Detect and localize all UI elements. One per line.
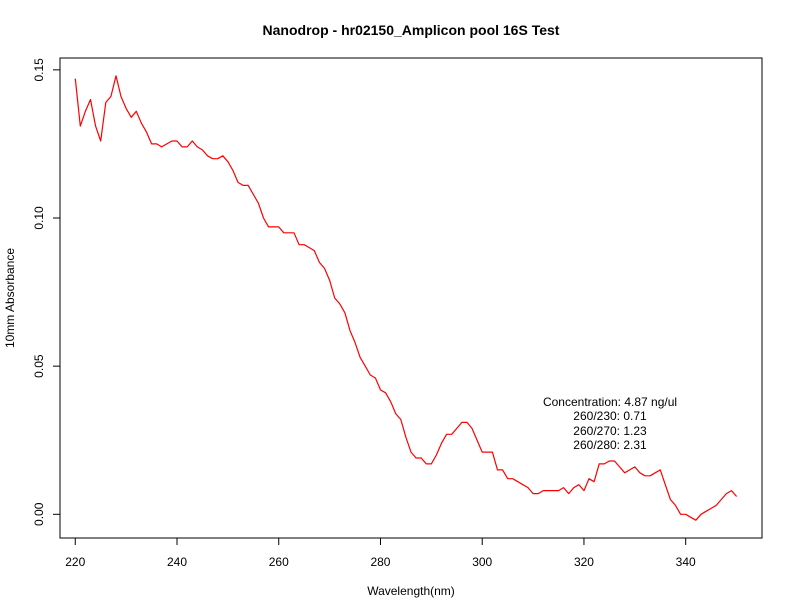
x-tick-label: 260 <box>269 555 289 569</box>
ratio-260-270-text: 260/270: 1.23 <box>573 424 647 438</box>
ratio-260-280-text: 260/280: 2.31 <box>573 438 647 452</box>
x-tick-label: 300 <box>472 555 492 569</box>
y-tick-label: 0.15 <box>32 58 46 82</box>
stats-annotation: Concentration: 4.87 ng/ul 260/230: 0.71 … <box>543 395 677 452</box>
x-axis: 220 240 260 280 300 320 340 <box>65 537 696 569</box>
x-tick-label: 280 <box>370 555 390 569</box>
x-tick-label: 340 <box>676 555 696 569</box>
x-tick-label: 320 <box>574 555 594 569</box>
y-axis: 0.00 0.05 0.10 0.15 <box>32 58 61 526</box>
concentration-text: Concentration: 4.87 ng/ul <box>543 395 677 409</box>
y-tick-label: 0.10 <box>32 206 46 230</box>
x-axis-label: Wavelength(nm) <box>367 584 455 598</box>
x-tick-label: 220 <box>65 555 85 569</box>
series-layer <box>74 75 738 521</box>
y-tick-label: 0.05 <box>32 354 46 378</box>
absorbance-line <box>74 75 738 521</box>
y-tick-label: 0.00 <box>32 502 46 526</box>
plot-frame <box>59 57 763 539</box>
chart-title: Nanodrop - hr02150_Amplicon pool 16S Tes… <box>263 22 560 38</box>
y-axis-label: 10mm Absorbance <box>3 248 17 348</box>
x-tick-label: 240 <box>167 555 187 569</box>
ratio-260-230-text: 260/230: 0.71 <box>573 409 647 423</box>
